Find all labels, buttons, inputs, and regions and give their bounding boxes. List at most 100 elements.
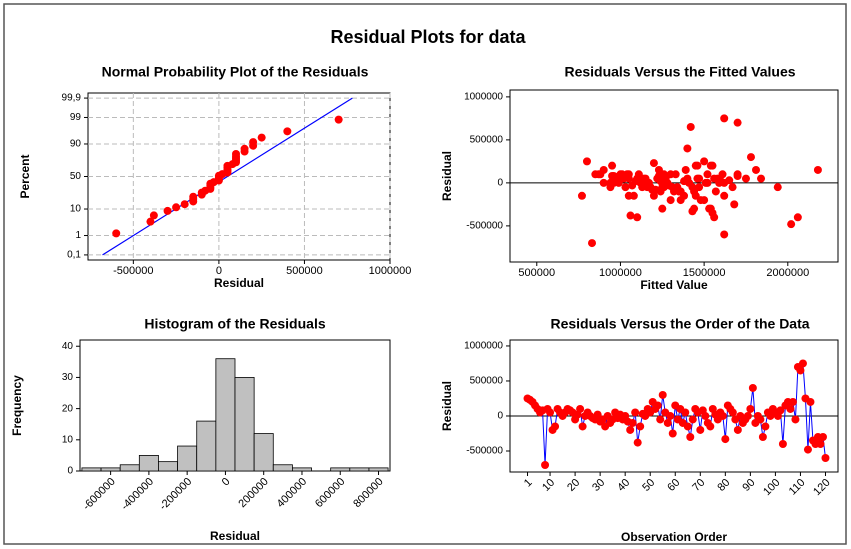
point: [778, 439, 787, 448]
point: [541, 460, 550, 469]
point: [710, 213, 719, 222]
point: [628, 418, 637, 427]
x-axis-label: Residual: [210, 529, 260, 543]
point: [743, 411, 752, 420]
point: [696, 196, 705, 205]
point: [649, 191, 658, 200]
point: [626, 211, 635, 220]
y-tick-label: 20: [62, 403, 74, 414]
point: [656, 415, 665, 424]
point: [788, 397, 797, 406]
point: [686, 122, 695, 131]
point: [546, 408, 555, 417]
point: [816, 439, 825, 448]
x-tick-label: 0: [216, 265, 222, 277]
chart-title: Histogram of the Residuals: [144, 316, 325, 332]
point: [599, 178, 608, 187]
point: [636, 422, 645, 431]
bar: [158, 461, 178, 471]
x-tick-label: 2000000: [766, 267, 809, 279]
point: [803, 445, 812, 454]
bar: [100, 467, 121, 471]
point: [715, 178, 724, 187]
point: [249, 138, 258, 147]
point: [648, 185, 657, 194]
x-axis-label: Residual: [214, 276, 264, 290]
point: [793, 213, 802, 222]
data-layer: [102, 97, 353, 256]
point: [730, 200, 739, 209]
point: [720, 230, 729, 239]
y-tick-label: 1000000: [464, 92, 503, 103]
point: [821, 453, 830, 462]
point: [631, 177, 640, 186]
point: [641, 178, 650, 187]
point: [791, 415, 800, 424]
bar: [368, 467, 389, 471]
point: [189, 192, 198, 201]
point: [752, 165, 760, 174]
point: [748, 383, 757, 392]
point: [588, 239, 596, 248]
point: [681, 165, 690, 174]
chart-title: Residuals Versus the Fitted Values: [564, 64, 795, 80]
bar: [292, 467, 312, 471]
point: [813, 165, 822, 174]
point: [798, 359, 807, 368]
y-tick-label: 90: [70, 139, 82, 150]
point: [681, 408, 690, 417]
y-axis-label: Frequency: [10, 375, 24, 436]
point: [146, 217, 155, 226]
point: [671, 170, 680, 179]
point: [718, 170, 727, 179]
point: [693, 174, 702, 183]
y-tick-label: 1000000: [464, 341, 503, 352]
point: [112, 229, 121, 238]
data-layer: [577, 114, 822, 248]
point: [578, 422, 587, 431]
point: [686, 432, 695, 441]
point: [728, 408, 737, 417]
y-tick-label: -500000: [466, 221, 503, 232]
point: [633, 438, 642, 447]
point: [761, 422, 770, 431]
point: [746, 404, 755, 413]
panel: Normal Probability Plot of the Residuals…: [18, 64, 411, 290]
point: [806, 397, 815, 406]
y-tick-label: 40: [62, 341, 74, 352]
y-tick-label: 0: [497, 178, 503, 189]
panel: Residuals Versus the Order of the Data 10…: [440, 316, 839, 544]
data-layer: [81, 358, 389, 471]
point: [757, 174, 766, 183]
bar: [330, 467, 351, 471]
point: [720, 191, 729, 200]
y-tick-label: 0: [67, 466, 73, 477]
point: [658, 204, 667, 213]
x-tick-label: 500000: [518, 267, 555, 279]
point: [163, 206, 172, 215]
point: [706, 161, 715, 170]
point: [668, 429, 677, 438]
y-tick-label: -500000: [466, 446, 503, 457]
x-tick-label: 500000: [286, 265, 323, 277]
point: [593, 410, 602, 419]
point: [721, 435, 730, 444]
bar: [81, 467, 102, 471]
x-tick-label: 1000000: [599, 267, 642, 279]
y-axis-label: Residual: [440, 381, 454, 431]
y-axis-label: Residual: [440, 151, 454, 201]
point: [758, 432, 767, 441]
y-tick-label: 99,9: [62, 93, 82, 104]
point: [675, 187, 684, 196]
point: [577, 191, 586, 200]
x-tick-label: -500000: [113, 265, 153, 277]
point: [696, 425, 705, 434]
data-layer: [523, 359, 830, 469]
y-tick-label: 99: [70, 112, 82, 123]
point: [654, 172, 663, 180]
bar: [196, 420, 217, 471]
point: [624, 191, 633, 200]
point: [733, 425, 742, 434]
